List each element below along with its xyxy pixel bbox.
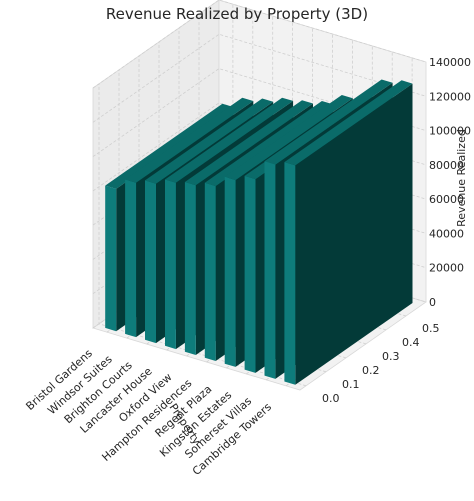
bar-front-face [244,175,256,373]
z-tick-label: 140000 [429,56,471,69]
y-tick-label: 0.2 [362,364,380,377]
y-tick-label: 0.0 [322,392,340,405]
bar-front-face [165,179,176,350]
z-tick-label: 0 [429,296,436,309]
z-axis-label: Revenue Realized [455,129,468,227]
z-tick-label: 20000 [429,262,464,275]
bar-top-face [145,98,274,184]
bar-top-face [184,100,313,186]
z-tick-label: 120000 [429,90,471,103]
bar-top-face [125,97,254,183]
z-tick-label: 40000 [429,227,464,240]
bar-front-face [125,179,137,338]
z-tick-label: 100000 [429,125,471,138]
y-tick-label: 0.3 [382,350,400,363]
bar-top-face [264,79,393,165]
y-tick-label: 0.5 [422,322,440,335]
z-tick-label: 80000 [429,159,464,172]
y-tick-label: 0.1 [342,378,360,391]
bar-top-face [224,95,353,181]
bar-top-face [284,80,413,166]
bar-front-face [264,161,276,379]
bar-front-face [284,162,296,385]
bar-side-face [295,83,413,385]
z-grid-line [92,0,427,89]
bar-front-face [204,182,216,361]
bar-top-face [204,101,333,187]
chart-title: Revenue Realized by Property (3D) [106,5,368,23]
bar-top-face [165,97,294,183]
bar-front-face [184,182,196,355]
bar-front-face [105,185,117,332]
bar-top-face [105,103,234,189]
bar-front-face [224,176,236,367]
bar [284,80,413,385]
z-grid-line [92,33,427,123]
bar-front-face [145,180,156,344]
y-tick-label: 0.4 [402,336,420,349]
bars-group [105,79,413,385]
z-tick-label: 60000 [429,193,464,206]
